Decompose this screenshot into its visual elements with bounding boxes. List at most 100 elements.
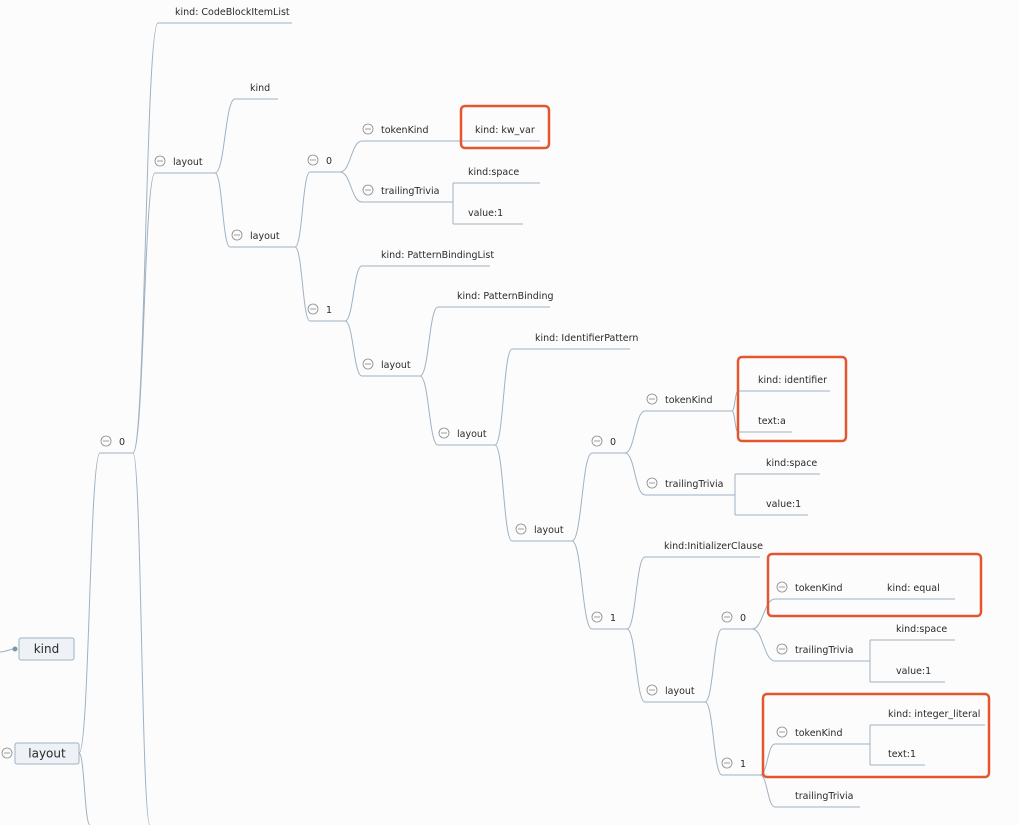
node-v2[interactable]: value:1 bbox=[735, 499, 808, 516]
collapse-icon[interactable] bbox=[646, 393, 658, 405]
node-eq[interactable]: kind: equal bbox=[868, 583, 955, 600]
edge bbox=[704, 628, 723, 703]
collapse-icon[interactable] bbox=[307, 303, 319, 315]
node-t1[interactable]: text:1 bbox=[870, 749, 925, 766]
collapse-icon[interactable] bbox=[362, 123, 374, 135]
edge bbox=[751, 598, 776, 630]
edge bbox=[704, 701, 723, 776]
node-sp1[interactable]: kind:space bbox=[453, 167, 540, 184]
node-label: kind: identifier bbox=[758, 375, 827, 386]
collapse-icon[interactable] bbox=[100, 435, 112, 447]
node-label: text:a bbox=[758, 416, 786, 427]
node-label: 0 bbox=[326, 156, 332, 167]
node-tt4[interactable]: trailingTrivia bbox=[775, 791, 860, 808]
node-tk1[interactable]: tokenKind bbox=[362, 125, 455, 142]
node-il[interactable]: kind: integer_literal bbox=[870, 709, 985, 726]
collapse-icon[interactable] bbox=[362, 358, 374, 370]
collapse-icon[interactable] bbox=[362, 184, 374, 196]
node-tk2[interactable]: tokenKind bbox=[645, 395, 732, 412]
node-v3[interactable]: value:1 bbox=[870, 666, 945, 683]
node-label: value:1 bbox=[766, 499, 801, 510]
collapse-icon[interactable] bbox=[154, 155, 166, 167]
node-b0[interactable]: 0 bbox=[592, 437, 625, 454]
node-tk3[interactable]: tokenKind bbox=[775, 583, 868, 600]
node-lay6[interactable]: layout bbox=[438, 429, 495, 446]
node-b1[interactable]: 1 bbox=[592, 613, 627, 630]
node-label: 0 bbox=[610, 437, 616, 448]
connector-dot bbox=[12, 646, 18, 652]
edge bbox=[132, 172, 156, 454]
node-label: kind bbox=[34, 642, 60, 656]
node-tk4[interactable]: tokenKind bbox=[775, 728, 870, 745]
collapse-icon[interactable] bbox=[438, 427, 450, 439]
collapse-icon[interactable] bbox=[776, 581, 788, 593]
edge bbox=[624, 452, 646, 496]
node-label: layout bbox=[665, 686, 695, 697]
node-label: kind: IdentifierPattern bbox=[535, 333, 638, 344]
node-label: kind:space bbox=[896, 624, 947, 635]
edge bbox=[132, 22, 159, 454]
collapse-icon[interactable] bbox=[721, 757, 733, 769]
node-a0[interactable]: 0 bbox=[310, 156, 340, 173]
node-lay3[interactable]: layout bbox=[230, 231, 295, 248]
node-kwvar[interactable]: kind: kw_var bbox=[455, 125, 540, 142]
node-kind-box[interactable]: kind bbox=[18, 637, 75, 661]
node-ic[interactable]: kind:InitializerClause bbox=[645, 541, 763, 558]
node-kind2[interactable]: kind bbox=[235, 83, 278, 100]
edge bbox=[494, 348, 513, 446]
collapse-icon[interactable] bbox=[646, 684, 658, 696]
node-a1[interactable]: 1 bbox=[310, 305, 345, 322]
node-lay2[interactable]: layout bbox=[155, 157, 215, 174]
node-pb[interactable]: kind: PatternBinding bbox=[438, 291, 554, 308]
node-tt2[interactable]: trailingTrivia bbox=[645, 479, 735, 496]
edge bbox=[626, 628, 646, 703]
node-layout-box[interactable]: layout bbox=[14, 742, 80, 765]
node-lay9[interactable]: layout bbox=[645, 686, 705, 703]
node-pbl[interactable]: kind: PatternBindingList bbox=[362, 250, 494, 267]
edge bbox=[294, 171, 311, 248]
collapse-icon[interactable] bbox=[515, 523, 527, 535]
collapse-icon[interactable] bbox=[591, 611, 603, 623]
node-label: layout bbox=[381, 360, 411, 371]
highlight-box bbox=[761, 692, 991, 779]
edge bbox=[624, 410, 646, 454]
collapse-icon[interactable] bbox=[307, 154, 319, 166]
node-ip[interactable]: kind: IdentifierPattern bbox=[512, 333, 638, 350]
node-label: value:1 bbox=[896, 666, 931, 677]
node-label: kind: PatternBinding bbox=[457, 291, 554, 302]
node-cbil[interactable]: kind: CodeBlockItemList bbox=[158, 7, 292, 24]
node-lay7[interactable]: layout bbox=[512, 525, 572, 542]
node-c1[interactable]: 1 bbox=[722, 759, 760, 776]
collapse-icon[interactable] bbox=[776, 726, 788, 738]
edge bbox=[339, 171, 363, 203]
collapse-icon[interactable] bbox=[1, 747, 13, 759]
highlight-box bbox=[736, 355, 848, 443]
node-sp2[interactable]: kind:space bbox=[735, 458, 820, 475]
edge bbox=[419, 375, 439, 446]
node-n0[interactable]: 0 bbox=[100, 437, 133, 454]
node-ident[interactable]: kind: identifier bbox=[738, 375, 830, 392]
highlight-box bbox=[459, 104, 551, 150]
node-texta[interactable]: text:a bbox=[738, 416, 792, 433]
edge bbox=[419, 306, 439, 377]
node-tt3[interactable]: trailingTrivia bbox=[775, 645, 870, 662]
edge bbox=[344, 320, 363, 377]
edge bbox=[494, 444, 513, 542]
node-v1[interactable]: value:1 bbox=[453, 208, 523, 225]
node-sp3[interactable]: kind:space bbox=[870, 624, 955, 641]
node-label: kind:InitializerClause bbox=[664, 541, 763, 552]
collapse-icon[interactable] bbox=[776, 643, 788, 655]
collapse-icon[interactable] bbox=[591, 435, 603, 447]
node-label: kind:space bbox=[468, 167, 519, 178]
node-tt1[interactable]: trailingTrivia bbox=[362, 186, 453, 203]
node-c0[interactable]: 0 bbox=[722, 613, 752, 630]
collapse-icon[interactable] bbox=[646, 477, 658, 489]
edge bbox=[751, 628, 776, 662]
node-lay5[interactable]: layout bbox=[362, 360, 420, 377]
collapse-icon[interactable] bbox=[721, 611, 733, 623]
collapse-icon[interactable] bbox=[231, 229, 243, 241]
node-label: tokenKind bbox=[795, 728, 843, 739]
node-label: layout bbox=[534, 525, 564, 536]
edge bbox=[294, 246, 311, 322]
